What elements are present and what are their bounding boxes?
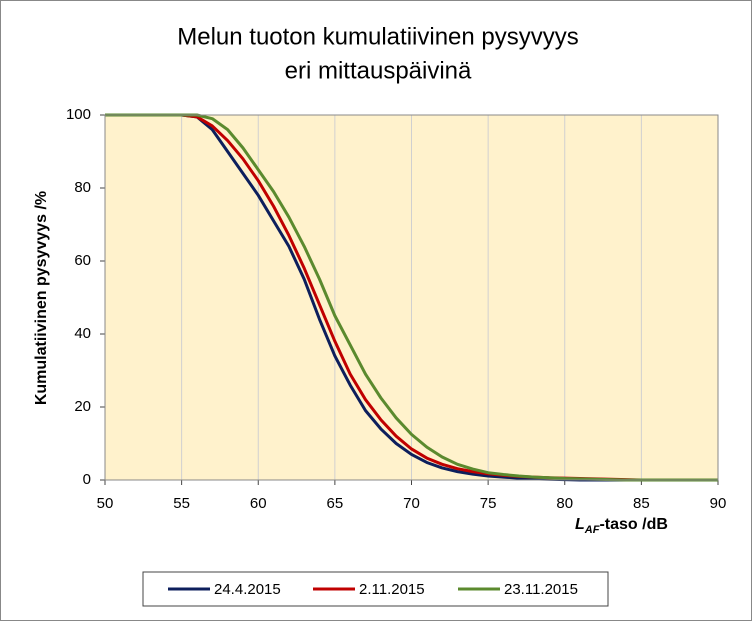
- x-tick-label: 70: [403, 495, 420, 512]
- y-tick-label: 100: [66, 106, 91, 123]
- x-tick-label: 60: [250, 495, 267, 512]
- x-axis-label-subscript: AF: [584, 524, 600, 536]
- x-axis-label-main: L: [575, 516, 585, 533]
- x-tick-label: 55: [173, 495, 190, 512]
- x-tick-label: 85: [633, 495, 650, 512]
- plot-border: [104, 114, 719, 481]
- x-axis-label-rest: -taso /dB: [599, 516, 667, 533]
- y-tick-label: 0: [83, 471, 91, 488]
- x-tick-label: 50: [97, 495, 114, 512]
- y-tick-label: 60: [74, 252, 91, 269]
- y-tick-label: 40: [74, 325, 91, 342]
- y-tick-label: 20: [74, 398, 91, 415]
- y-tick-label: 80: [74, 179, 91, 196]
- x-axis-label: LAF-taso /dB: [575, 516, 668, 536]
- x-tick-label: 65: [327, 495, 344, 512]
- y-axis-label: Kumulatiivinen pysyvyys /%: [33, 191, 50, 405]
- chart-title: eri mittauspäivinä: [285, 57, 472, 84]
- x-tick-label: 90: [710, 495, 727, 512]
- legend-label: 2.11.2015: [359, 581, 425, 598]
- x-tick-label: 75: [480, 495, 497, 512]
- legend-box: [142, 571, 609, 607]
- legend-label: 23.11.2015: [504, 581, 578, 598]
- x-tick-label: 80: [556, 495, 573, 512]
- chart-title: Melun tuoton kumulatiivinen pysyvyys: [177, 23, 579, 50]
- legend-label: 24.4.2015: [214, 581, 281, 598]
